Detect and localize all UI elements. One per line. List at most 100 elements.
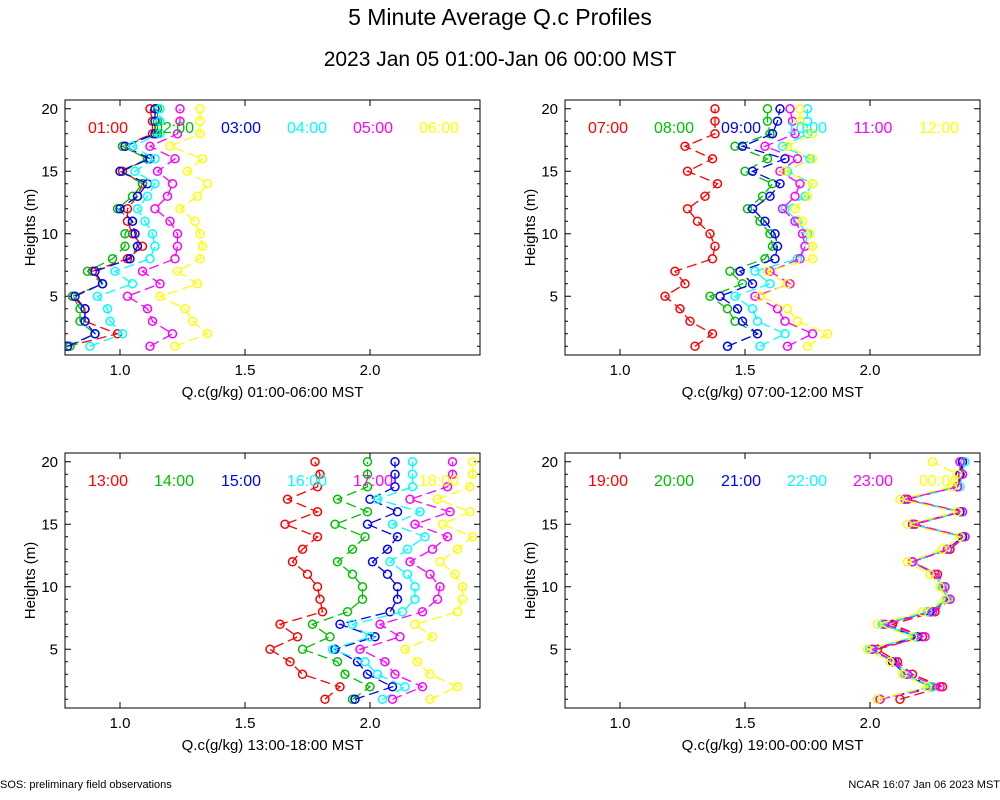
y-tick-label: 15 xyxy=(41,163,58,180)
data-point xyxy=(707,154,718,164)
data-point xyxy=(872,619,883,630)
legend-label-0900: 09:00 xyxy=(721,120,761,137)
series-line-1800 xyxy=(403,461,474,700)
data-point xyxy=(150,178,160,189)
legend-label-1100: 11:00 xyxy=(854,120,893,137)
data-point xyxy=(127,141,138,152)
data-point xyxy=(940,582,950,592)
data-point xyxy=(372,494,383,505)
plot-frame xyxy=(64,452,481,709)
legend-label-0800: 08:00 xyxy=(654,120,694,137)
data-point xyxy=(730,291,740,302)
data-point xyxy=(777,204,788,214)
legend-label-0300: 03:00 xyxy=(221,120,261,137)
data-point xyxy=(432,594,443,605)
data-point xyxy=(467,469,478,480)
data-point xyxy=(465,482,475,492)
data-point xyxy=(685,316,695,327)
data-point xyxy=(190,216,200,227)
data-point xyxy=(922,607,933,617)
data-point xyxy=(312,482,323,492)
data-point xyxy=(275,619,285,630)
x-tick-label: 1.5 xyxy=(735,715,756,732)
data-point xyxy=(762,154,773,164)
data-point xyxy=(365,632,375,642)
data-point xyxy=(715,291,725,302)
data-point xyxy=(450,569,460,580)
data-point xyxy=(897,669,908,680)
data-point xyxy=(392,582,403,592)
data-point xyxy=(452,682,463,692)
data-point xyxy=(280,519,290,530)
data-point xyxy=(297,544,308,555)
data-point xyxy=(195,116,205,126)
data-point xyxy=(377,694,388,705)
data-point xyxy=(152,166,163,177)
data-point xyxy=(292,632,303,642)
data-point xyxy=(770,254,780,264)
data-point xyxy=(170,254,180,264)
data-point xyxy=(90,329,100,339)
data-point xyxy=(342,607,353,617)
panels-group: 1.0 1.5 2.0 5 10 15 20 Q.c(g/kg) 01:00-06:00 MS… xyxy=(22,99,981,754)
data-point xyxy=(362,457,373,467)
data-point xyxy=(370,632,380,642)
legend-label-1600: 16:00 xyxy=(287,473,327,490)
data-point xyxy=(137,178,148,189)
data-point xyxy=(357,594,368,605)
data-point xyxy=(862,644,873,655)
data-point xyxy=(145,341,155,352)
data-point xyxy=(120,229,130,239)
figure-subtitle: 2023 Jan 05 01:00-Jan 06 00:00 MST xyxy=(324,48,677,71)
data-point xyxy=(355,644,365,655)
data-point xyxy=(670,266,680,277)
data-point xyxy=(410,594,420,605)
data-point xyxy=(907,632,918,642)
panel-3: 1.0 1.5 2.0 5 10 15 20 Q.c(g/kg) 13:00-18:00 MS… xyxy=(22,452,481,754)
data-point xyxy=(320,694,330,705)
legend-label-0700: 07:00 xyxy=(588,120,628,137)
data-point xyxy=(335,619,345,630)
data-point xyxy=(797,216,808,227)
data-point xyxy=(120,241,130,252)
data-point xyxy=(302,569,313,580)
data-point xyxy=(795,116,805,126)
data-point xyxy=(150,116,160,126)
data-point xyxy=(782,279,793,289)
data-point xyxy=(362,669,373,680)
legend-label-0100: 01:00 xyxy=(88,120,128,137)
data-point xyxy=(90,266,100,277)
data-point xyxy=(195,229,205,239)
data-point xyxy=(115,204,125,214)
y-tick-label: 15 xyxy=(541,516,558,533)
data-point xyxy=(195,104,205,114)
data-point xyxy=(775,178,785,189)
data-point xyxy=(790,204,800,214)
data-point xyxy=(952,469,963,480)
data-point xyxy=(362,469,373,480)
data-point xyxy=(710,241,720,252)
data-point xyxy=(945,594,955,605)
data-point xyxy=(807,178,818,189)
data-point xyxy=(340,669,350,680)
x-tick-label: 1.5 xyxy=(235,362,256,379)
data-point xyxy=(347,544,358,555)
data-point xyxy=(187,316,198,327)
series-line-1200 xyxy=(758,108,829,347)
data-point xyxy=(420,532,430,542)
data-point xyxy=(722,341,733,352)
legend-label-1500: 15:00 xyxy=(221,473,261,490)
plot-area xyxy=(660,104,833,352)
data-point xyxy=(130,166,140,177)
series-line-2300 xyxy=(870,461,967,700)
series-line-1600 xyxy=(330,461,427,700)
data-point xyxy=(70,291,80,302)
series-line-1400 xyxy=(300,461,372,700)
legend-label-1400: 14:00 xyxy=(154,473,194,490)
data-point xyxy=(415,507,425,517)
data-point xyxy=(445,507,455,517)
data-point xyxy=(780,329,790,339)
data-point xyxy=(192,191,203,202)
data-point xyxy=(872,694,883,705)
data-point xyxy=(307,619,318,630)
